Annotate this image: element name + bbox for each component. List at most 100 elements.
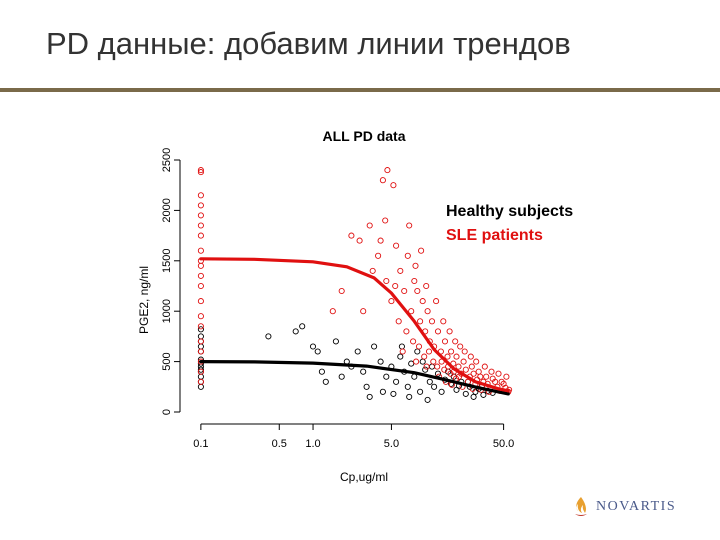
data-point: [197, 383, 204, 390]
data-point: [447, 370, 454, 377]
data-point: [455, 363, 462, 370]
data-point: [197, 298, 204, 305]
trend-line-0: [199, 360, 510, 396]
data-point: [265, 333, 272, 340]
data-point: [488, 368, 495, 375]
data-point: [197, 262, 204, 269]
y-tick-label: 500: [161, 352, 173, 370]
y-tick-label: 2500: [161, 148, 173, 172]
legend-sle-label: SLE patients: [446, 227, 543, 244]
data-point: [428, 318, 436, 325]
y-tick-label: 1500: [161, 249, 173, 273]
data-point: [379, 388, 386, 395]
data-point: [412, 262, 419, 269]
data-point: [377, 237, 384, 244]
data-point: [360, 308, 367, 315]
x-tick-label: 5.0: [384, 438, 399, 450]
x-tick-label: 1.0: [305, 438, 320, 450]
data-point: [480, 391, 487, 398]
data-point: [197, 232, 204, 239]
data-point: [477, 373, 484, 380]
data-point: [383, 373, 390, 380]
data-point: [375, 252, 382, 259]
data-point: [470, 393, 477, 400]
data-point: [338, 287, 345, 295]
x-tick-label: 0.1: [193, 438, 208, 450]
data-point: [423, 282, 430, 290]
y-axis-label: PGE2, ng/ml: [137, 266, 151, 334]
data-point: [197, 348, 204, 355]
data-point: [434, 328, 442, 335]
data-point: [197, 169, 204, 176]
data-point: [410, 338, 417, 345]
data-point: [498, 378, 505, 385]
data-point: [467, 353, 474, 360]
data-point: [423, 363, 430, 370]
novartis-logo: NOVARTIS: [572, 496, 676, 518]
data-point: [483, 373, 490, 380]
data-point: [197, 373, 204, 380]
data-point: [475, 368, 482, 375]
data-point: [403, 328, 410, 335]
data-point: [428, 363, 436, 370]
data-point: [397, 267, 404, 274]
data-point: [404, 383, 411, 390]
data-point: [424, 308, 431, 315]
data-point: [393, 242, 400, 249]
y-tick-label: 0: [161, 409, 173, 415]
data-point: [434, 370, 442, 377]
data-point: [406, 222, 413, 229]
chart-title: ALL PD data: [323, 128, 406, 144]
data-point: [470, 370, 477, 377]
data-point: [426, 378, 433, 385]
data-point: [430, 358, 437, 365]
data-point: [197, 202, 204, 209]
data-point: [444, 353, 451, 360]
data-point: [417, 388, 424, 395]
data-point: [401, 287, 408, 295]
data-point: [197, 323, 204, 330]
data-point: [197, 192, 204, 199]
data-point: [338, 373, 345, 380]
x-axis-label: Cp,ug/ml: [340, 470, 388, 484]
data-point: [422, 366, 429, 373]
x-tick-label: 0.5: [272, 438, 287, 450]
data-point: [197, 272, 204, 279]
data-point: [462, 366, 469, 373]
data-point: [419, 298, 426, 305]
data-point: [383, 277, 390, 285]
data-point: [197, 313, 204, 320]
data-point: [392, 282, 399, 290]
data-point: [503, 373, 510, 380]
data-point: [197, 222, 204, 229]
data-point: [399, 348, 406, 355]
data-point: [495, 370, 502, 377]
data-point: [434, 363, 441, 370]
chart-trend-lines: [199, 257, 510, 396]
slide-title: PD данные: добавим линии трендов: [46, 26, 571, 61]
data-point: [424, 396, 431, 403]
data-point: [382, 217, 389, 224]
data-point: [408, 308, 415, 315]
data-point: [197, 366, 204, 373]
data-point: [461, 348, 468, 355]
data-point: [419, 358, 426, 365]
data-point: [197, 212, 204, 219]
data-point: [322, 378, 329, 385]
data-point: [393, 378, 400, 385]
data-point: [415, 343, 423, 350]
data-point: [197, 326, 204, 333]
x-tick-label: 50.0: [493, 438, 514, 450]
data-point: [433, 298, 440, 305]
data-point: [441, 366, 448, 373]
data-point: [197, 282, 204, 290]
logo-text: NOVARTIS: [596, 499, 677, 514]
y-tick-label: 2000: [161, 198, 173, 222]
data-point: [371, 343, 378, 350]
data-point: [408, 360, 415, 367]
data-point: [360, 368, 367, 375]
data-point: [468, 363, 475, 370]
data-point: [462, 390, 469, 397]
data-point: [363, 383, 370, 390]
